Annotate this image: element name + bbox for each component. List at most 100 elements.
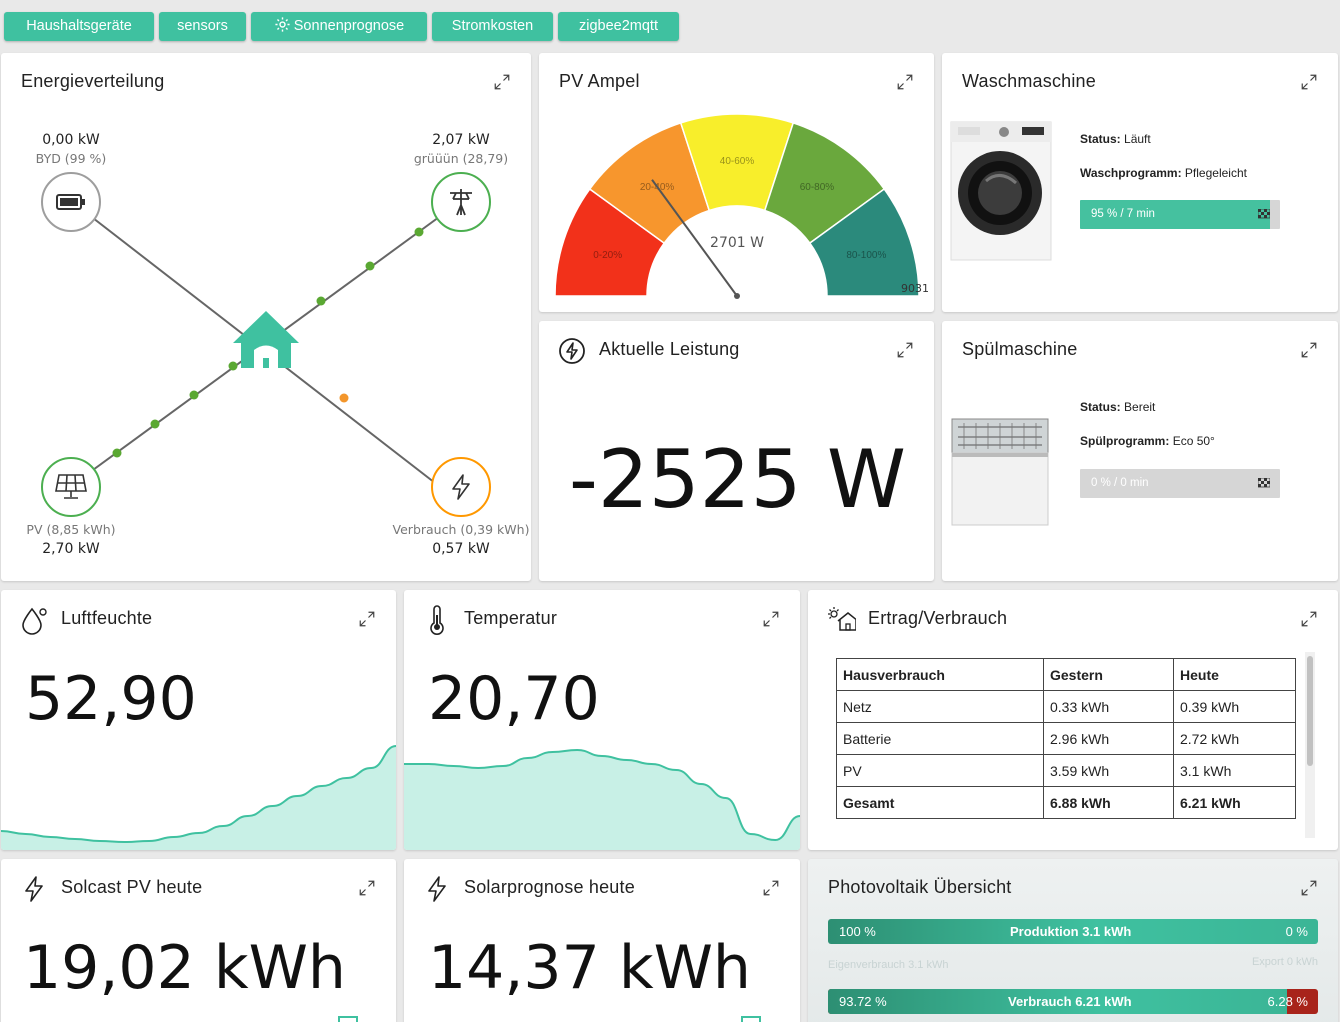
program-value: Eco 50° [1172, 434, 1215, 448]
gauge-max-label: 9031 [901, 282, 929, 295]
pv-node[interactable] [41, 457, 101, 517]
dishwasher-card: Spülmaschine Status: Bereit Spülprogramm… [942, 321, 1338, 581]
sparkline-area [1, 746, 396, 850]
production-center: Produktion 3.1 kWh [1010, 924, 1132, 939]
table-cell: 2.96 kWh [1043, 722, 1174, 755]
consumption-name: Verbrauch (0,39 kWh) [392, 522, 530, 537]
table-cell: Batterie [836, 722, 1044, 755]
card-title: Photovoltaik Übersicht [828, 877, 1012, 897]
washing-machine-card: Waschmaschine Status: Läuft Waschprogram… [942, 53, 1338, 312]
solar-forecast-value: 14,37 kWh [428, 933, 751, 1003]
expand-icon[interactable] [762, 879, 780, 897]
nav-chip-label: Haushaltsgeräte [26, 18, 132, 34]
table-cell: 0.33 kWh [1043, 690, 1174, 723]
gauge-needle [651, 179, 738, 297]
temperature-card: Temperatur 20,70 [404, 590, 800, 850]
expand-icon[interactable] [1300, 879, 1318, 897]
battery-name: BYD (99 %) [35, 151, 107, 166]
gauge-needle-hub [734, 293, 740, 299]
production-bar: 100 % Produktion 3.1 kWh 0 % [828, 919, 1318, 944]
gauge-segment-label: 80-100% [846, 250, 886, 261]
dishwasher-image [951, 418, 1049, 526]
sparkline-area [404, 750, 800, 850]
sparkline-stub [741, 1016, 761, 1022]
pv-name: PV (8,85 kWh) [26, 522, 116, 537]
card-title: Spülmaschine [962, 339, 1078, 359]
expand-icon[interactable] [358, 610, 376, 628]
lightning-icon [452, 474, 470, 500]
status-value: Bereit [1124, 400, 1156, 414]
table-cell: Gesamt [836, 786, 1044, 819]
yield-table: Hausverbrauch Gestern Heute Netz 0.33 kW… [836, 658, 1296, 819]
nav-chip-stromkosten[interactable]: Stromkosten [432, 12, 553, 41]
house-icon [233, 311, 299, 368]
production-left: 100 % [839, 924, 876, 939]
thermometer-icon [430, 605, 444, 635]
pv-gauge: 0-20%20-40%40-60%60-80%80-100% [554, 113, 920, 299]
status-label: Status: [1080, 132, 1121, 146]
washer-program: Waschprogramm: Pflegeleicht [1080, 166, 1247, 180]
expand-icon[interactable] [896, 73, 914, 91]
expand-icon[interactable] [762, 610, 780, 628]
scrollbar-thumb[interactable] [1307, 656, 1313, 766]
nav-chip-sonnenprognose[interactable]: Sonnenprognose [251, 12, 427, 41]
table-row: Batterie 2.96 kWh 2.72 kWh [836, 722, 1296, 755]
sparkline-line [1, 745, 396, 844]
table-scrollbar[interactable] [1305, 652, 1315, 838]
self-consumption-label: Eigenverbrauch 3.1 kWh [828, 959, 949, 971]
battery-power-value: 0,00 kW [42, 132, 100, 148]
lightning-circle-icon [559, 338, 585, 364]
nav-chip-label: Sonnenprognose [293, 18, 405, 34]
card-title: Solarprognose heute [464, 877, 635, 897]
status-value: Läuft [1124, 132, 1151, 146]
export-label: Export 0 kWh [1251, 956, 1318, 968]
card-title: Waschmaschine [962, 71, 1096, 91]
table-cell: 3.59 kWh [1043, 754, 1174, 787]
grid-name: grüüün (28,79) [413, 151, 509, 166]
current-power-value: -2525 W [569, 433, 906, 526]
pv-overview-card: Photovoltaik Übersicht 100 % Produktion … [808, 859, 1338, 1022]
consumption-node[interactable] [431, 457, 491, 517]
consumption-center: Verbrauch 6.21 kWh [1008, 994, 1132, 1009]
humidity-value: 52,90 [25, 664, 197, 734]
lightning-icon [25, 876, 43, 902]
gauge-value-label: 2701 W [710, 235, 764, 251]
checkered-flag-icon [1258, 209, 1270, 219]
temperature-sparkline [404, 748, 800, 850]
table-cell: 0.39 kWh [1173, 690, 1296, 723]
battery-node[interactable] [41, 172, 101, 232]
expand-icon[interactable] [896, 341, 914, 359]
nav-chip-sensors[interactable]: sensors [159, 12, 246, 41]
nav-chip-zigbee2mqtt[interactable]: zigbee2mqtt [558, 12, 679, 41]
nav-chip-haushaltsgeraete[interactable]: Haushaltsgeräte [4, 12, 154, 41]
solcast-card: Solcast PV heute 19,02 kWh [1, 859, 396, 1022]
table-header: Heute [1173, 658, 1296, 691]
nav-chip-label: Stromkosten [451, 18, 534, 34]
expand-icon[interactable] [1300, 610, 1318, 628]
card-title: Aktuelle Leistung [599, 339, 740, 359]
expand-icon[interactable] [493, 73, 511, 91]
energy-flow-lines [70, 200, 462, 487]
top-navigation: Haushaltsgeräte sensors Sonnenprognose S… [0, 0, 1340, 48]
expand-icon[interactable] [1300, 341, 1318, 359]
grid-power-value: 2,07 kW [432, 132, 490, 148]
gear-icon [275, 17, 290, 32]
consumption-left: 93.72 % [839, 994, 887, 1009]
table-row: PV 3.59 kWh 3.1 kWh [836, 754, 1296, 787]
program-value: Pflegeleicht [1184, 166, 1247, 180]
humidity-card: Luftfeuchte 52,90 [1, 590, 396, 850]
expand-icon[interactable] [1300, 73, 1318, 91]
grid-node[interactable] [431, 172, 491, 232]
sparkline-stub [338, 1016, 358, 1022]
expand-icon[interactable] [358, 879, 376, 897]
table-cell: 3.1 kWh [1173, 754, 1296, 787]
washing-machine-image [950, 121, 1052, 261]
energy-distribution-card: Energieverteilung 0,00 kW BYD (99 %) 2,0… [1, 53, 531, 581]
program-label: Waschprogramm: [1080, 166, 1182, 180]
battery-icon [56, 194, 85, 210]
gauge-segment-label: 0-20% [593, 250, 622, 261]
dishwasher-status: Status: Bereit [1080, 400, 1155, 414]
card-title: PV Ampel [559, 71, 640, 91]
dishwasher-progress-bar: 0 % / 0 min [1080, 469, 1280, 498]
droplet-icon [22, 607, 47, 635]
